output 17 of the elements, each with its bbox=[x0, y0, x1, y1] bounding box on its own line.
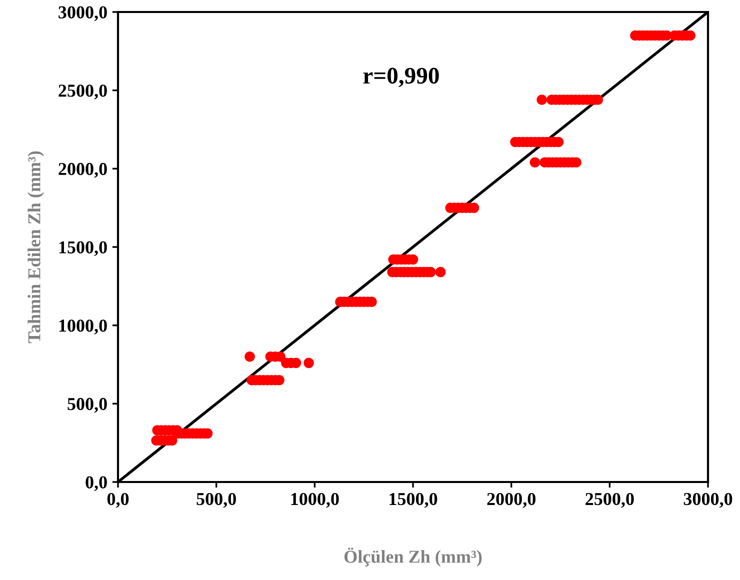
x-axis-title: Ölçülen Zh (mm³) bbox=[344, 548, 482, 566]
y-tick-label: 1000,0 bbox=[59, 320, 107, 334]
y-tick-label: 0,0 bbox=[86, 476, 107, 492]
y-tick-label: 1500,0 bbox=[59, 241, 107, 256]
x-tick-label: 1500,0 bbox=[390, 492, 438, 508]
y-tick-label: 3000,0 bbox=[58, 6, 107, 22]
x-tick-label: 2000,0 bbox=[487, 492, 536, 508]
y-tick-label: 500,0 bbox=[68, 398, 107, 413]
y-tick-label: 2500,0 bbox=[58, 84, 107, 100]
x-tick-label: 2500,0 bbox=[586, 492, 634, 508]
x-tick-label: 500,0 bbox=[196, 492, 236, 508]
y-axis-title: Tahmin Edilen Zh (mm³) bbox=[28, 151, 44, 344]
y-tick-label: 2000,0 bbox=[58, 162, 107, 178]
x-tick-label: 0,0 bbox=[107, 492, 129, 508]
annotation: r=0,990 bbox=[363, 68, 439, 88]
x-tick-label: 1000,0 bbox=[291, 492, 339, 508]
x-tick-label: 3000,0 bbox=[684, 492, 732, 508]
